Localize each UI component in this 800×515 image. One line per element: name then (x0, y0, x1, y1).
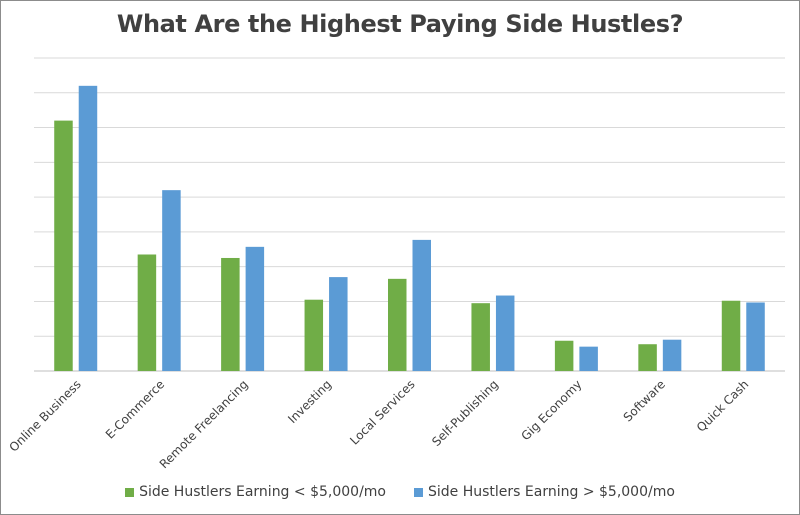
bar-series-2-7 (662, 339, 682, 371)
x-tick-label: Gig Economy (519, 377, 585, 443)
chart-title: What Are the Highest Paying Side Hustles… (116, 10, 684, 38)
bar-series-2-8 (746, 302, 765, 371)
legend-item-series-2: Side Hustlers Earning > $5,000/mo (414, 484, 675, 500)
bar-series-2-1 (162, 190, 181, 371)
bar-series-1-0 (54, 120, 73, 371)
bar-series-1-6 (554, 340, 574, 371)
x-tick-label: Remote Freelancing (157, 377, 251, 471)
x-tick-label: Online Business (6, 377, 83, 454)
legend-swatch-series-2 (414, 487, 423, 497)
bar-series-1-7 (638, 344, 657, 371)
bar-series-2-3 (329, 277, 348, 371)
x-tick-label: Self-Publishing (429, 377, 501, 449)
legend: Side Hustlers Earning < $5,000/mo Side H… (0, 484, 800, 500)
bar-series-1-5 (471, 303, 490, 371)
legend-label-series-1: Side Hustlers Earning < $5,000/mo (139, 484, 386, 500)
bar-series-2-2 (245, 246, 265, 371)
bar-series-2-0 (78, 85, 98, 372)
bar-series-1-1 (137, 254, 157, 371)
x-tick-label: Quick Cash (694, 377, 752, 435)
x-tick-label: Investing (285, 377, 334, 426)
bar-series-1-4 (388, 278, 407, 371)
x-tick-label: Software (621, 377, 668, 424)
bar-series-1-8 (721, 300, 741, 371)
legend-item-series-1: Side Hustlers Earning < $5,000/mo (125, 484, 386, 500)
bar-series-1-2 (221, 257, 240, 371)
x-tick-label: E-Commerce (103, 377, 167, 441)
bar-series-2-6 (579, 346, 598, 371)
legend-swatch-series-1 (125, 487, 135, 497)
bar-series-1-3 (304, 299, 324, 371)
legend-label-series-2: Side Hustlers Earning > $5,000/mo (428, 484, 675, 500)
bar-series-2-4 (412, 239, 431, 371)
x-tick-label: Local Services (347, 377, 417, 447)
bar-series-2-5 (495, 295, 515, 371)
